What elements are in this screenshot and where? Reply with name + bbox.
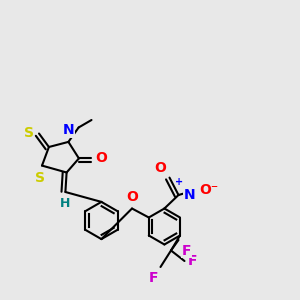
Text: N: N [183, 188, 195, 202]
Text: F: F [148, 271, 158, 285]
Text: O: O [126, 190, 138, 204]
Text: +: + [175, 177, 183, 187]
Text: S: S [35, 171, 46, 185]
Text: N: N [63, 123, 74, 137]
Text: F: F [188, 254, 198, 268]
Text: O: O [154, 161, 166, 175]
Text: S: S [24, 127, 34, 140]
Text: F: F [182, 244, 192, 258]
Text: H: H [60, 197, 70, 210]
Text: O⁻: O⁻ [199, 184, 218, 197]
Text: O: O [96, 152, 108, 165]
